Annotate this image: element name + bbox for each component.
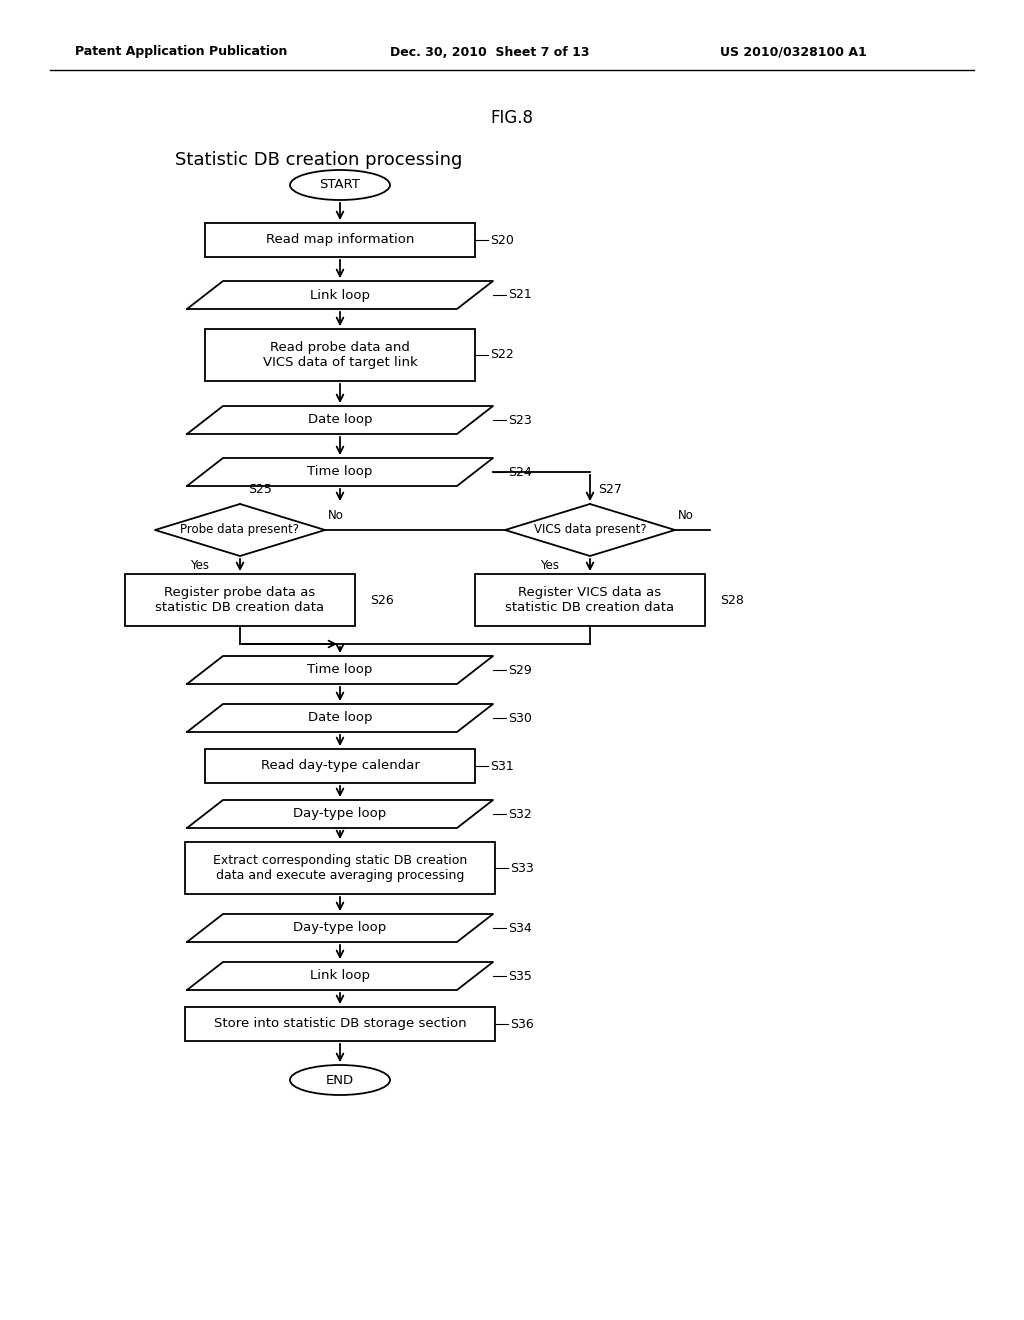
Text: Day-type loop: Day-type loop (293, 921, 387, 935)
Text: S27: S27 (598, 483, 622, 496)
Text: Register probe data as
statistic DB creation data: Register probe data as statistic DB crea… (156, 586, 325, 614)
Bar (205, 223, 475, 257)
Text: S31: S31 (490, 759, 514, 772)
Text: START: START (319, 178, 360, 191)
Bar (185, 842, 495, 894)
Text: S29: S29 (508, 664, 531, 676)
Bar (125, 574, 355, 626)
Text: Yes: Yes (190, 558, 209, 572)
Text: S23: S23 (508, 413, 531, 426)
Polygon shape (187, 656, 493, 684)
Text: No: No (328, 510, 344, 521)
Text: Probe data present?: Probe data present? (180, 524, 299, 536)
Text: S28: S28 (720, 594, 743, 606)
Polygon shape (505, 504, 675, 556)
Polygon shape (187, 962, 493, 990)
Text: S20: S20 (490, 234, 514, 247)
Polygon shape (187, 458, 493, 486)
Text: S30: S30 (508, 711, 531, 725)
Polygon shape (187, 800, 493, 828)
Text: END: END (326, 1073, 354, 1086)
Text: S33: S33 (510, 862, 534, 874)
Text: Link loop: Link loop (310, 969, 370, 982)
Text: S21: S21 (508, 289, 531, 301)
Text: S25: S25 (248, 483, 272, 496)
Text: S26: S26 (370, 594, 394, 606)
Text: Read day-type calendar: Read day-type calendar (260, 759, 420, 772)
Ellipse shape (290, 170, 390, 201)
Text: Date loop: Date loop (308, 711, 373, 725)
Text: S35: S35 (508, 969, 531, 982)
Polygon shape (187, 913, 493, 942)
Bar (205, 329, 475, 381)
Text: Extract corresponding static DB creation
data and execute averaging processing: Extract corresponding static DB creation… (213, 854, 467, 882)
Bar (205, 748, 475, 783)
Text: S24: S24 (508, 466, 531, 479)
Text: Date loop: Date loop (308, 413, 373, 426)
Text: Read map information: Read map information (266, 234, 414, 247)
Text: S32: S32 (508, 808, 531, 821)
Text: Store into statistic DB storage section: Store into statistic DB storage section (214, 1018, 466, 1031)
Bar (475, 574, 705, 626)
Text: Statistic DB creation processing: Statistic DB creation processing (175, 150, 463, 169)
Text: Time loop: Time loop (307, 664, 373, 676)
Polygon shape (187, 281, 493, 309)
Bar (185, 1007, 495, 1041)
Text: Dec. 30, 2010  Sheet 7 of 13: Dec. 30, 2010 Sheet 7 of 13 (390, 45, 590, 58)
Text: Register VICS data as
statistic DB creation data: Register VICS data as statistic DB creat… (506, 586, 675, 614)
Text: S22: S22 (490, 348, 514, 362)
Text: Time loop: Time loop (307, 466, 373, 479)
Text: Patent Application Publication: Patent Application Publication (75, 45, 288, 58)
Text: Day-type loop: Day-type loop (293, 808, 387, 821)
Text: VICS data present?: VICS data present? (534, 524, 646, 536)
Ellipse shape (290, 1065, 390, 1096)
Polygon shape (187, 704, 493, 733)
Text: No: No (678, 510, 694, 521)
Polygon shape (155, 504, 325, 556)
Text: S34: S34 (508, 921, 531, 935)
Text: US 2010/0328100 A1: US 2010/0328100 A1 (720, 45, 866, 58)
Text: Read probe data and
VICS data of target link: Read probe data and VICS data of target … (262, 341, 418, 370)
Text: Yes: Yes (540, 558, 559, 572)
Polygon shape (187, 407, 493, 434)
Text: FIG.8: FIG.8 (490, 110, 534, 127)
Text: S36: S36 (510, 1018, 534, 1031)
Text: Link loop: Link loop (310, 289, 370, 301)
